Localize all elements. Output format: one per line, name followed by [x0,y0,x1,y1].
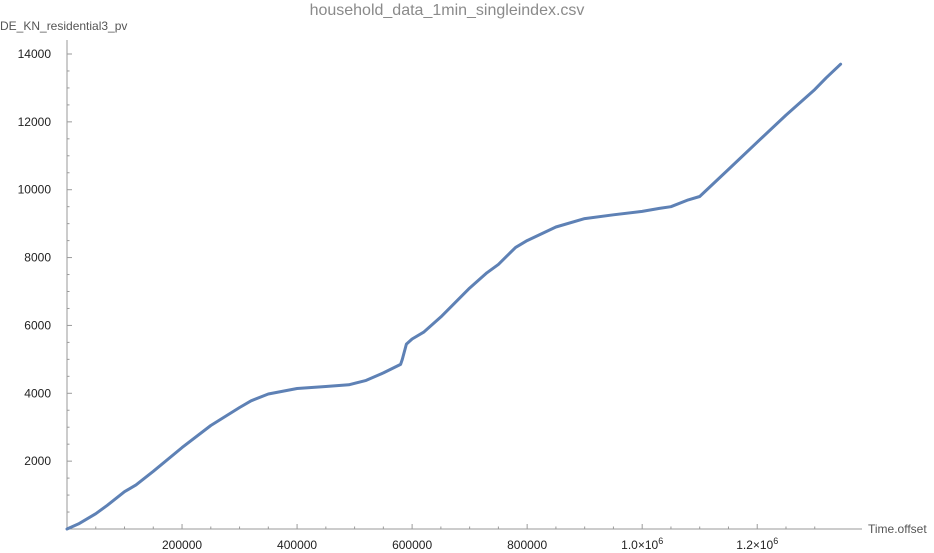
x-tick-label: 1.2×106 [736,536,778,552]
y-tick-label: 12000 [18,115,52,129]
ticks-group: 200000 400000 600000 800000 1.0×106 1.2×10620… [18,47,816,552]
x-tick-label-base: 1.2×10 [736,538,773,552]
y-tick-label: 10000 [18,183,52,197]
x-tick-label-exponent: 6 [773,536,778,546]
x-tick-label: 200000 [162,538,202,552]
y-tick-label: 2000 [24,454,51,468]
y-axis-label: DE_KN_residential3_pv [0,19,127,33]
x-tick-label: 1.0×106 [621,536,663,552]
y-tick-label: 8000 [24,251,51,265]
x-axis-label: Time.offset [868,522,927,536]
x-tick-label: 400000 [277,538,317,552]
series-line [65,62,843,531]
x-tick-label-exponent: 6 [658,536,663,546]
y-tick-label: 6000 [24,318,51,332]
x-tick-label-base: 1.0×10 [621,538,658,552]
y-tick-label: 14000 [18,47,52,61]
x-tick-label: 600000 [392,538,432,552]
y-tick-label: 4000 [24,386,51,400]
x-tick-label: 800000 [507,538,547,552]
plot-area [65,62,843,531]
chart-title: household_data_1min_singleindex.csv [310,2,585,19]
